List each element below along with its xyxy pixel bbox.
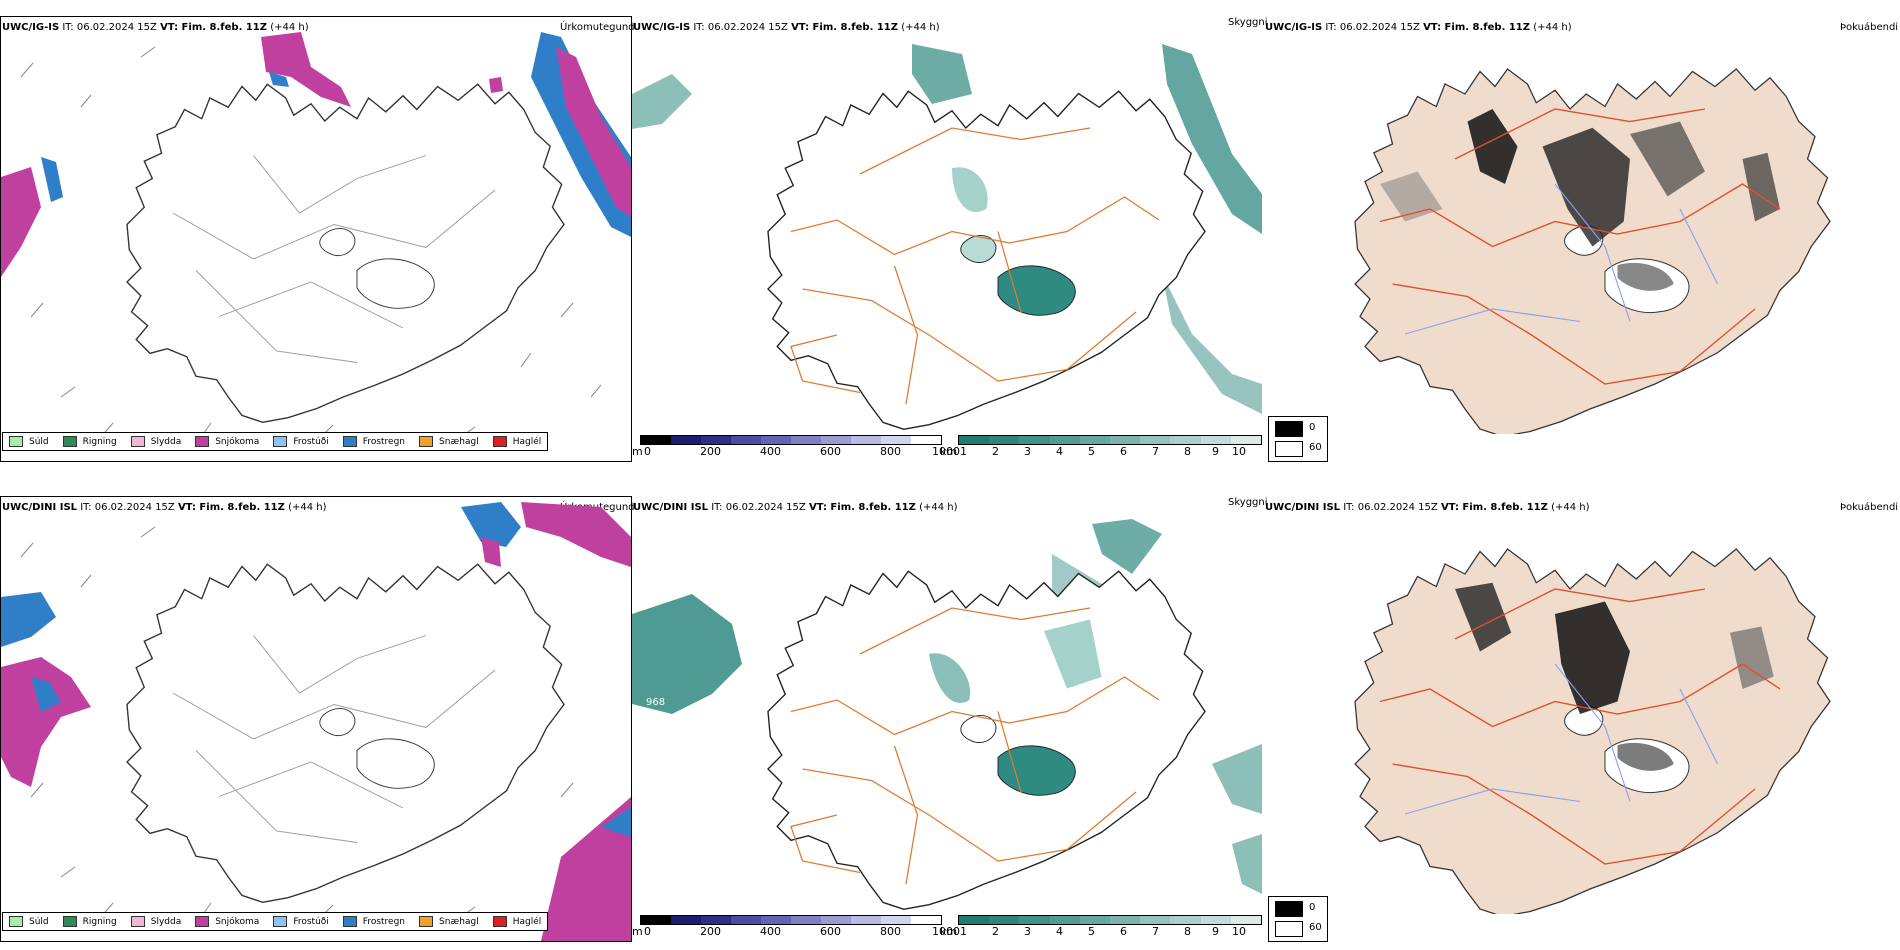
- elevation-scale-labels: m 0 200 400 600 800 1000: [632, 445, 960, 458]
- fog-index-map-1[interactable]: [1290, 34, 1870, 434]
- visibility-scale-labels: km 1 2 3 4 5 6 7 8 9 10: [940, 445, 1246, 458]
- elevation-colorbar-2: [640, 915, 942, 925]
- visibility-scale-labels-2: km 1 2 3 4 5 6 7 8 9 10: [940, 925, 1246, 938]
- vis-label: 336: [1114, 738, 1133, 749]
- vis-label: 50: [1105, 241, 1118, 252]
- precip-type-map-1[interactable]: [0, 16, 632, 462]
- vis-label: 26: [947, 241, 960, 252]
- legend-item: Slydda: [130, 436, 181, 447]
- visibility-colorbar: [958, 435, 1262, 445]
- legend-item: Haglél: [492, 436, 541, 447]
- row1-vis-panel-name: Skyggni: [1228, 17, 1268, 28]
- fog-index-map-2[interactable]: [1290, 514, 1870, 914]
- row1-vis-title: UWC/IG-IS IT: 06.02.2024 15Z VT: Fim. 8.…: [633, 22, 940, 33]
- legend-item: Frostúði: [273, 436, 329, 447]
- vis-label: 866: [1096, 636, 1115, 647]
- init-time: IT: 06.02.2024 15Z: [62, 22, 157, 33]
- elevation-colorbar: [640, 435, 942, 445]
- legend-item: Snjókoma: [195, 436, 259, 447]
- vis-label: 968: [646, 697, 665, 708]
- fog-legend-2: 0 60: [1268, 896, 1328, 942]
- row2-fog-panel-name: Þokuábendi: [1840, 502, 1899, 513]
- row1-fog-panel-name: Þokuábendi: [1840, 22, 1899, 33]
- row2-precip-title: UWC/DINI ISL IT: 06.02.2024 15Z VT: Fim.…: [2, 502, 327, 513]
- model-label: UWC/IG-IS: [2, 22, 60, 33]
- legend-item: Frostregn: [342, 436, 405, 447]
- vis-label: 223: [1112, 263, 1131, 274]
- lead-time: (+44 h): [270, 22, 309, 33]
- row1-precip-panel-name: Úrkomutegund: [560, 22, 635, 33]
- elevation-scale-labels-2: m 0 200 400 600 800 1000: [632, 925, 960, 938]
- legend-item: Súld: [9, 436, 49, 447]
- legend-item: Rigning: [62, 436, 117, 447]
- visibility-map-1[interactable]: 26 50 223: [632, 34, 1262, 434]
- precip-type-legend: Súld Rigning Slydda Snjókoma Frostúði Fr…: [2, 432, 549, 451]
- row2-vis-title: UWC/DINI ISL IT: 06.02.2024 15Z VT: Fim.…: [633, 502, 958, 513]
- precip-type-legend-2: Súld Rigning Slydda Snjókoma Frostúði Fr…: [2, 912, 549, 931]
- visibility-map-2[interactable]: 968 866 336: [632, 514, 1262, 914]
- legend-item: Snæhagl: [419, 436, 479, 447]
- precip-type-map-2[interactable]: [0, 496, 632, 942]
- row2-vis-panel-name: Skyggni: [1228, 497, 1268, 508]
- row1-precip-title: UWC/IG-IS IT: 06.02.2024 15Z VT: Fim. 8.…: [2, 22, 309, 33]
- row2-fog-title: UWC/DINI ISL IT: 06.02.2024 15Z VT: Fim.…: [1265, 502, 1590, 513]
- row1-fog-title: UWC/IG-IS IT: 06.02.2024 15Z VT: Fim. 8.…: [1265, 22, 1572, 33]
- fog-legend-1: 0 60: [1268, 416, 1328, 462]
- visibility-colorbar-2: [958, 915, 1262, 925]
- row-1: UWC/IG-IS IT: 06.02.2024 15Z VT: Fim. 8.…: [0, 16, 1899, 462]
- valid-time: VT: Fim. 8.feb. 11Z: [160, 22, 268, 33]
- row-2: UWC/DINI ISL IT: 06.02.2024 15Z VT: Fim.…: [0, 480, 1900, 950]
